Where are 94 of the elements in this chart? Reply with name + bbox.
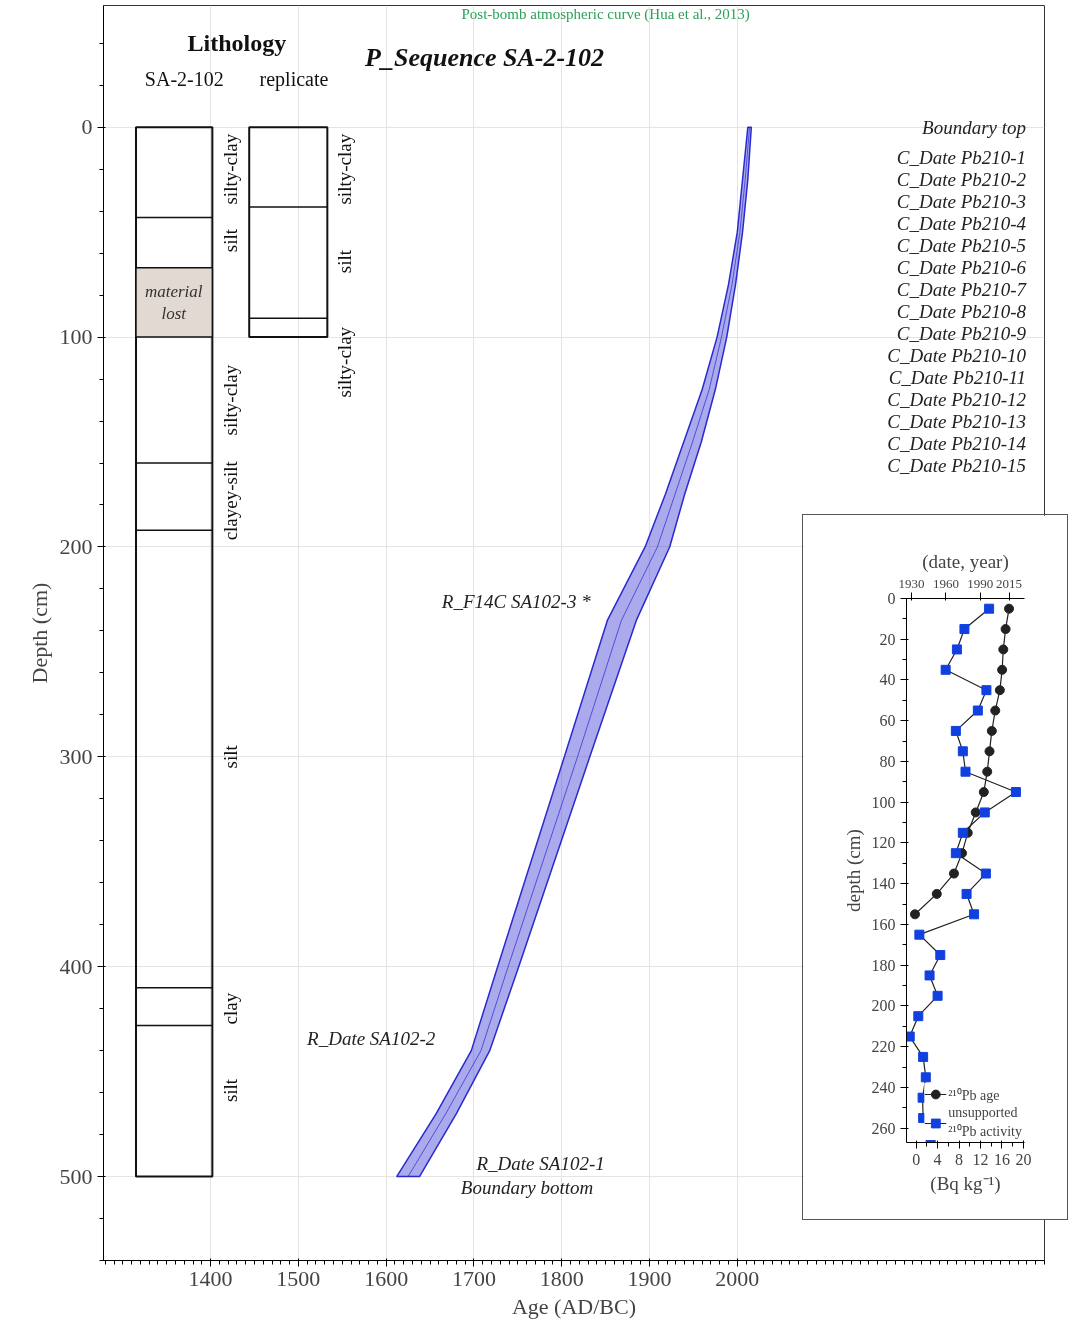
y-tick-label: 220 <box>871 1038 896 1056</box>
y-tick-label: 260 <box>871 1119 896 1137</box>
annotation: silty-clay <box>220 133 242 205</box>
point <box>1004 603 1015 614</box>
annotation: C_Date Pb210-14 <box>887 433 1027 455</box>
annotation: Boundary bottom <box>460 1176 594 1198</box>
point <box>998 644 1009 655</box>
annotation: C_Date Pb210-6 <box>896 256 1027 278</box>
x2-tick-label: 1930 <box>898 575 925 591</box>
y-tick-label: 60 <box>879 712 896 730</box>
y-tick-label: 20 <box>879 630 896 648</box>
x-axis-title: (Bq kg⁻¹) <box>930 1172 1001 1195</box>
y-tick-label: 200 <box>871 997 896 1015</box>
annotation: silt <box>220 744 242 769</box>
y-tick-label: 0 <box>887 590 896 607</box>
annotation: silty-clay <box>334 326 356 398</box>
point <box>982 766 993 777</box>
annotation: C_Date Pb210-13 <box>887 411 1027 433</box>
point <box>984 746 995 757</box>
point <box>909 909 920 920</box>
y-axis-title: Depth (cm) <box>26 582 52 684</box>
legend-label: ²¹⁰Pb age <box>948 1086 1000 1104</box>
annotation: C_Date Pb210-1 <box>896 146 1027 168</box>
annotation: C_Date Pb210-12 <box>887 389 1027 411</box>
point <box>994 685 1005 696</box>
y-tick-label: 500 <box>59 1163 93 1189</box>
y-tick-label: 200 <box>59 533 93 559</box>
point <box>948 868 959 879</box>
text: P_Sequence SA-2-102 <box>364 43 605 73</box>
annotation: C_Date Pb210-9 <box>896 323 1027 345</box>
point <box>970 807 981 818</box>
annotation: C_Date Pb210-5 <box>896 234 1027 256</box>
x2-axis-title: (date, year) <box>922 550 1009 573</box>
y-tick-label: 100 <box>59 324 93 350</box>
annotation: material lost <box>144 281 203 324</box>
x2-tick-label: 2015 <box>996 575 1023 591</box>
x2-tick-label: 1990 <box>967 575 994 591</box>
annotation: C_Date Pb210-8 <box>896 300 1027 322</box>
point <box>997 664 1008 675</box>
annotation: clay <box>220 992 242 1025</box>
y-tick-label: 80 <box>879 753 896 770</box>
x-tick-label: 1800 <box>539 1265 584 1291</box>
point <box>1000 624 1011 635</box>
x-tick-label: 2000 <box>715 1265 760 1291</box>
x-tick-label: 12 <box>972 1150 989 1168</box>
annotation: R_Date SA102-2 <box>306 1027 436 1049</box>
y-tick-label: 300 <box>59 743 93 769</box>
x-tick-label: 0 <box>912 1150 921 1168</box>
x-tick-label: 8 <box>955 1150 964 1168</box>
annotation: silty-clay <box>334 133 356 205</box>
y-tick-label: 120 <box>871 834 896 852</box>
y-tick-label: 40 <box>879 671 896 689</box>
y-tick-label: 180 <box>871 956 896 974</box>
annotation: replicate <box>259 67 329 91</box>
point <box>978 787 989 798</box>
y-tick-label: 0 <box>81 114 93 140</box>
y-tick-label: 160 <box>871 915 896 933</box>
y-tick-label: 240 <box>871 1078 896 1096</box>
x-tick-label: 20 <box>1015 1150 1032 1168</box>
y-tick-label: 140 <box>871 875 896 893</box>
annotation: Lithology <box>187 30 287 57</box>
x-tick-label: 1700 <box>451 1265 496 1291</box>
x-tick-label: 1400 <box>188 1265 233 1291</box>
x2-tick-label: 1960 <box>932 575 959 591</box>
x-tick-label: 1600 <box>364 1265 409 1291</box>
annotation: SA-2-102 <box>144 67 224 90</box>
x-tick-label: 1900 <box>627 1265 672 1291</box>
annotation: C_Date Pb210-3 <box>896 190 1027 212</box>
point <box>986 725 997 736</box>
annotation: C_Date Pb210-15 <box>887 455 1027 477</box>
annotation: R_F14C SA102-3 * <box>440 591 592 613</box>
annotation: C_Date Pb210-11 <box>888 367 1027 389</box>
y-tick-label: 100 <box>871 793 896 811</box>
point <box>990 705 1001 716</box>
annotation: C_Date Pb210-10 <box>887 345 1027 367</box>
annotation: C_Date Pb210-4 <box>896 212 1027 234</box>
annotation: silt <box>334 249 356 274</box>
legend-label: unsupported ²¹⁰Pb activity <box>948 1105 1022 1140</box>
annotation: Post-bomb atmospheric curve (Hua et al., 2013) <box>461 5 750 23</box>
y-tick-label: 400 <box>59 953 93 979</box>
annotation: silty-clay <box>220 364 242 436</box>
annotation: R_Date SA102-1 <box>475 1153 605 1175</box>
x-axis-title: Age (AD/BC) <box>511 1293 637 1319</box>
annotation: silt <box>220 228 242 253</box>
x-tick-label: 1500 <box>276 1265 321 1291</box>
x-tick-label: 4 <box>933 1150 942 1168</box>
annotation: silt <box>220 1078 242 1103</box>
y-axis-title: depth (cm) <box>842 829 865 912</box>
x-tick-label: 16 <box>993 1150 1010 1168</box>
annotation: C_Date Pb210-7 <box>896 278 1028 300</box>
point <box>931 888 942 899</box>
annotation: clayey-silt <box>220 460 242 541</box>
annotation: C_Date Pb210-2 <box>896 168 1027 190</box>
annotation: Boundary top <box>922 116 1027 138</box>
